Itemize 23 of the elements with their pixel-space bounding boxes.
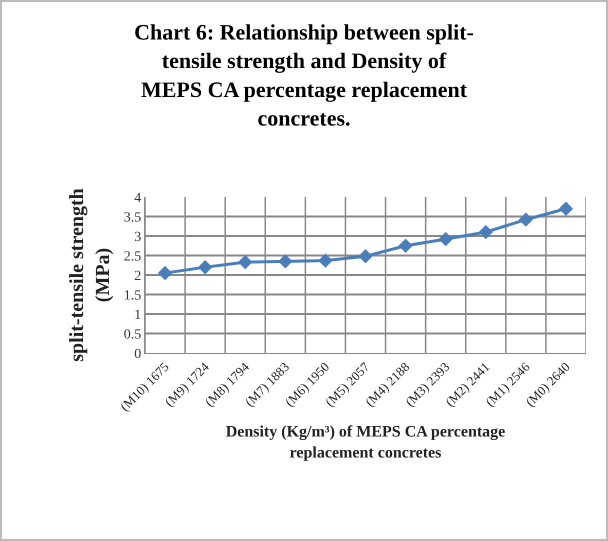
y-tick-label: 0 <box>134 346 142 362</box>
chart-title: Chart 6: Relationship between split- tensile strength and Density of MEPS CA percentage replacement concretes. <box>134 20 474 130</box>
x-axis-title: Density (Kg/m³) of MEPS CA percentage replacement concretes <box>226 424 506 462</box>
point <box>318 253 333 268</box>
y-tick-label: 1 <box>134 308 142 323</box>
y-tick-label: 0.5 <box>124 327 142 342</box>
point <box>278 254 292 268</box>
point <box>478 224 493 240</box>
y-tick-label: 4 <box>134 190 142 206</box>
y-tick-label: 3 <box>134 230 142 245</box>
y-axis-title: split-tensile strength (MPa) <box>66 188 114 362</box>
point <box>238 254 252 270</box>
y-tick-label: 1.5 <box>124 288 142 304</box>
y-tick-label: 2 <box>134 268 142 284</box>
point <box>158 266 172 280</box>
point <box>358 249 373 264</box>
y-tick-label: 2.5 <box>124 249 142 264</box>
point <box>438 232 453 246</box>
y-tick-label: 3.5 <box>124 210 142 226</box>
point <box>558 202 574 216</box>
point <box>198 260 212 274</box>
point <box>518 212 534 227</box>
point <box>398 238 413 253</box>
